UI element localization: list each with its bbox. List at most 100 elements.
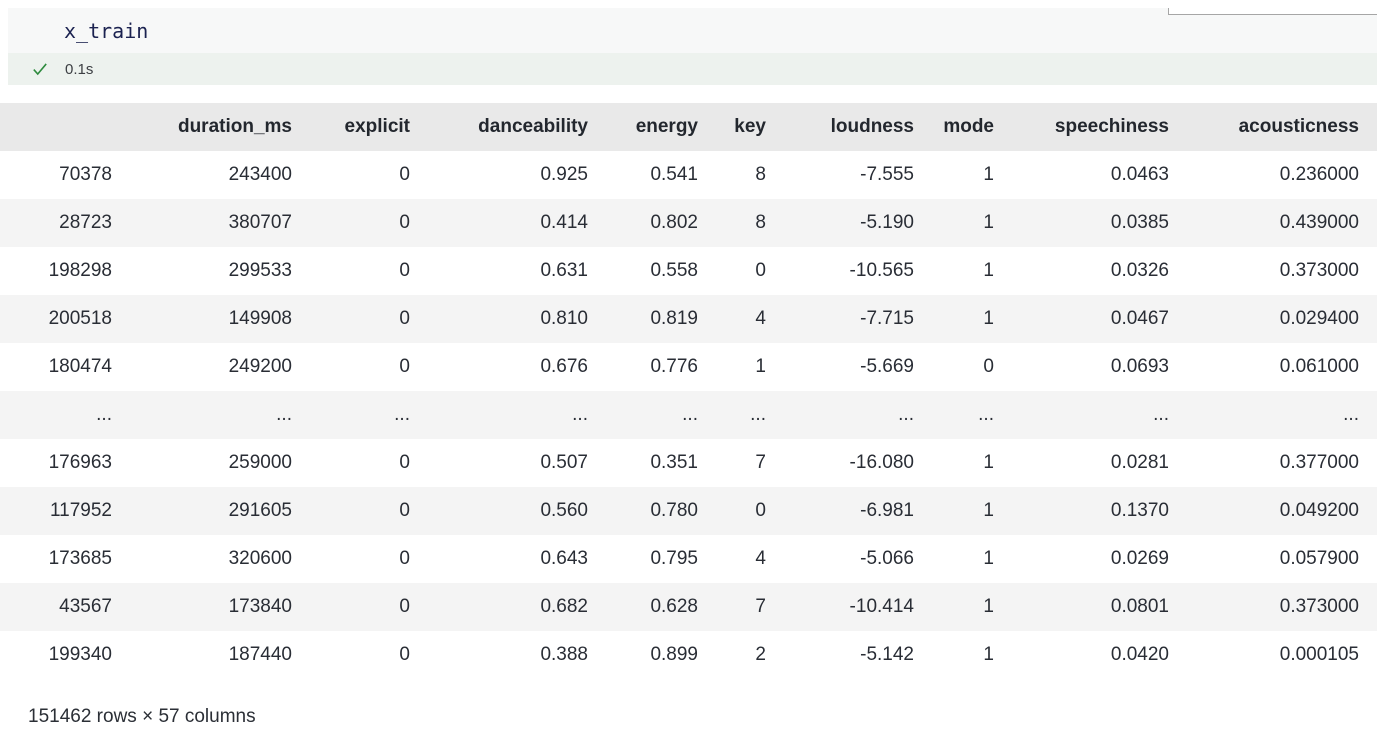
table-cell: 1 <box>983 212 994 233</box>
table-cell: 0.0385 <box>1110 212 1169 233</box>
table-cell: 0.899 <box>650 644 698 665</box>
table-cell: -10.565 <box>849 260 914 281</box>
table-cell: 0 <box>399 452 410 473</box>
table-cell: 0.0467 <box>1110 308 1169 329</box>
table-cell: 0.414 <box>540 212 588 233</box>
table-cell: 0.0693 <box>1110 356 1169 377</box>
table-cell: 1 <box>983 548 994 569</box>
table-cell: 320600 <box>228 548 292 569</box>
table-cell: ... <box>978 404 994 425</box>
table-cell: 0.643 <box>540 548 588 569</box>
column-header: danceability <box>428 103 606 151</box>
table-cell: 0.780 <box>650 500 698 521</box>
table-cell: 243400 <box>228 164 292 185</box>
table-cell: -6.981 <box>860 500 914 521</box>
table-cell: 0.1370 <box>1110 500 1169 521</box>
table-cell: 0.819 <box>650 308 698 329</box>
table-cell: 0 <box>983 356 994 377</box>
table-cell: 0.558 <box>650 260 698 281</box>
table-cell: ... <box>1343 404 1359 425</box>
column-header: acousticness <box>1187 103 1377 151</box>
code-editor[interactable]: x_train <box>8 8 1377 53</box>
row-index: 70378 <box>59 164 112 185</box>
table-cell: 0.0281 <box>1110 452 1169 473</box>
dataframe-summary: 151462 rows × 57 columns <box>28 706 256 727</box>
table-cell: 0.0326 <box>1110 260 1169 281</box>
table-cell: 4 <box>755 308 766 329</box>
table-row: 43567 173840 0 0.682 0.628 7 -10.414 1 0.0801 0.3… <box>0 583 1377 631</box>
execution-status-bar: 0.1s <box>8 53 1377 85</box>
table-cell: 7 <box>755 596 766 617</box>
table-cell: ... <box>572 404 588 425</box>
table-row: 198298 299533 0 0.631 0.558 0 -10.565 1 0.0326 0.… <box>0 247 1377 295</box>
table-cell: 259000 <box>228 452 292 473</box>
table-cell: 149908 <box>228 308 292 329</box>
table-cell: 187440 <box>228 644 292 665</box>
row-index: 117952 <box>50 500 112 521</box>
code-cell: x_train 0.1s <box>8 8 1377 85</box>
dataframe-table: duration_ms explicit danceability energy key… <box>0 103 1377 679</box>
table-cell: 0.439000 <box>1279 212 1359 233</box>
table-row: 176963 259000 0 0.507 0.351 7 -16.080 1 0.0281 0.… <box>0 439 1377 487</box>
table-cell: 1 <box>983 452 994 473</box>
row-index: 198298 <box>48 260 112 281</box>
table-row: 180474 249200 0 0.676 0.776 1 -5.669 0 0.0693 0.0… <box>0 343 1377 391</box>
table-cell: 0 <box>399 308 410 329</box>
column-header: speechiness <box>1012 103 1187 151</box>
table-cell: -7.715 <box>860 308 914 329</box>
table-cell: 1 <box>983 596 994 617</box>
row-index: 173685 <box>48 548 112 569</box>
table-row: 199340 187440 0 0.388 0.899 2 -5.142 1 0.0420 0.0… <box>0 631 1377 679</box>
column-header: explicit <box>310 103 428 151</box>
table-cell: 380707 <box>228 212 292 233</box>
table-cell: 0 <box>399 260 410 281</box>
table-cell: 1 <box>983 260 994 281</box>
column-header <box>0 103 130 151</box>
table-cell: -7.555 <box>860 164 914 185</box>
dataframe-body: 70378 243400 0 0.925 0.541 8 -7.555 1 0.0463 0.23… <box>0 151 1377 679</box>
table-cell: 8 <box>755 164 766 185</box>
table-cell: ... <box>898 404 914 425</box>
table-cell: 8 <box>755 212 766 233</box>
table-cell: 0.776 <box>650 356 698 377</box>
table-cell: 0.373000 <box>1279 596 1359 617</box>
table-cell: 0 <box>399 212 410 233</box>
table-cell: 0 <box>399 356 410 377</box>
table-cell: 0.507 <box>540 452 588 473</box>
table-row: 28723 380707 0 0.414 0.802 8 -5.190 1 0.0385 0.43… <box>0 199 1377 247</box>
table-cell: 0.0420 <box>1110 644 1169 665</box>
row-index: 176963 <box>48 452 112 473</box>
table-row: 173685 320600 0 0.643 0.795 4 -5.066 1 0.0269 0.0… <box>0 535 1377 583</box>
table-cell: 1 <box>983 308 994 329</box>
row-index: 199340 <box>48 644 112 665</box>
table-cell: 0.373000 <box>1279 260 1359 281</box>
table-cell: -5.066 <box>860 548 914 569</box>
execution-time: 0.1s <box>65 60 94 78</box>
table-cell: 173840 <box>228 596 292 617</box>
header-row: duration_ms explicit danceability energy key… <box>0 103 1377 151</box>
table-row: 70378 243400 0 0.925 0.541 8 -7.555 1 0.0463 0.23… <box>0 151 1377 199</box>
table-cell: 0.925 <box>540 164 588 185</box>
table-cell: 1 <box>983 500 994 521</box>
row-index: 180474 <box>48 356 112 377</box>
table-cell: 299533 <box>228 260 292 281</box>
table-cell: 291605 <box>228 500 292 521</box>
table-cell: 0 <box>399 164 410 185</box>
table-cell: 0.682 <box>540 596 588 617</box>
column-header: duration_ms <box>130 103 310 151</box>
table-cell: 0.0463 <box>1110 164 1169 185</box>
table-row: .............................. <box>0 391 1377 439</box>
table-cell: 0 <box>399 500 410 521</box>
table-cell: 0.057900 <box>1279 548 1359 569</box>
table-cell: 0.541 <box>650 164 698 185</box>
table-cell: 1 <box>983 164 994 185</box>
table-cell: 0.351 <box>650 452 698 473</box>
table-cell: 0.560 <box>540 500 588 521</box>
table-cell: 0 <box>755 260 766 281</box>
notebook-cell-view: { "cell": { "code": "x_train", "status":… <box>0 8 1377 753</box>
table-cell: -16.080 <box>849 452 914 473</box>
table-cell: 0.810 <box>540 308 588 329</box>
table-cell: ... <box>750 404 766 425</box>
row-index: ... <box>96 404 112 425</box>
code-line[interactable]: x_train <box>64 18 149 43</box>
